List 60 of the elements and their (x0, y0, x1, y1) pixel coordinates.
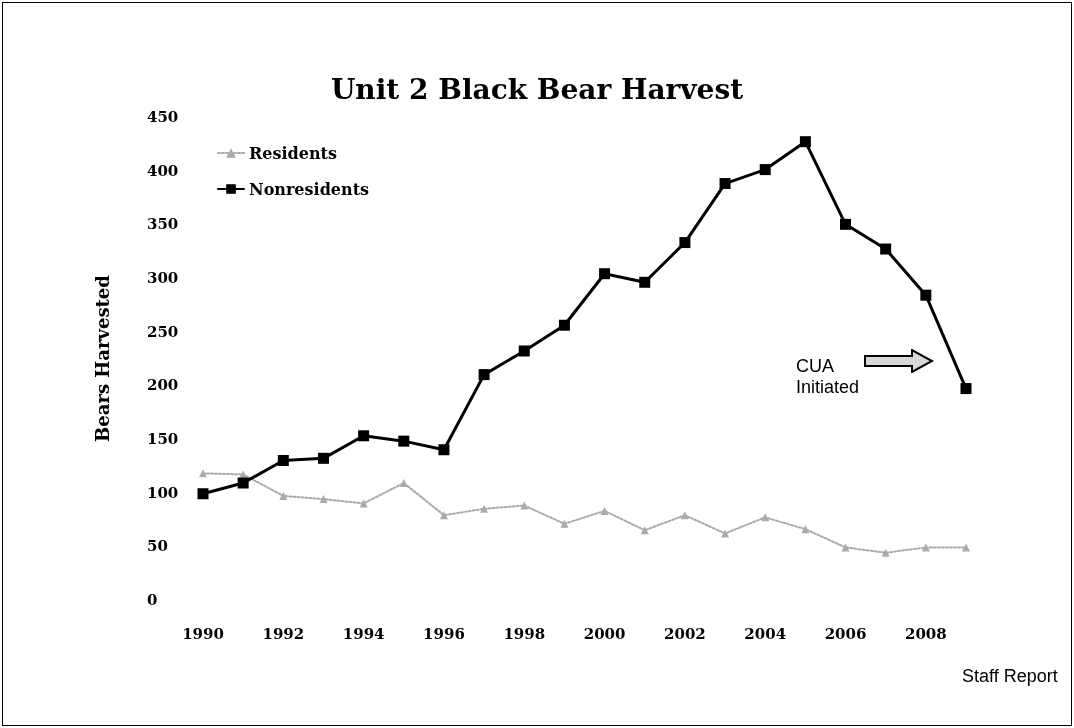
point (319, 495, 328, 504)
x-tick-label: 2000 (583, 624, 626, 643)
y-tick-label: 50 (147, 537, 168, 556)
y-tick-label: 350 (147, 215, 179, 234)
point (520, 501, 529, 510)
x-tick-label: 1998 (503, 624, 546, 643)
point (960, 383, 972, 395)
point (358, 430, 370, 442)
point (600, 506, 609, 515)
x-tick-label: 2004 (744, 624, 787, 643)
x-tick-label: 1996 (423, 624, 465, 643)
chart-title: Unit 2 Black Bear Harvest (330, 72, 744, 106)
legend-label: Nonresidents (249, 179, 370, 199)
point (841, 543, 850, 552)
point (237, 477, 249, 489)
point (279, 491, 288, 500)
point (480, 504, 489, 513)
point (398, 435, 410, 447)
point (317, 452, 329, 464)
point (719, 178, 731, 190)
point (438, 444, 450, 456)
point (880, 243, 892, 255)
point (197, 488, 209, 500)
point (199, 469, 207, 478)
y-tick-label: 200 (147, 376, 179, 395)
x-tick-label: 2006 (824, 624, 867, 643)
point (558, 319, 570, 331)
point (799, 136, 811, 148)
x-tick-label: 1990 (182, 624, 224, 643)
point (759, 164, 771, 176)
point (478, 369, 490, 381)
legend-label: Residents (249, 143, 337, 163)
y-tick-label: 150 (147, 430, 179, 448)
point (920, 289, 932, 301)
point (680, 511, 689, 520)
point (560, 519, 569, 528)
x-tick-label: 2002 (664, 624, 706, 643)
y-tick-label: 400 (147, 161, 179, 180)
point (962, 543, 970, 552)
point (881, 548, 890, 557)
y-axis-title: Bears Harvested (91, 274, 113, 442)
point (439, 511, 448, 520)
y-tick-label: 450 (147, 108, 179, 126)
y-tick-label: 0 (147, 591, 158, 609)
annotation: CUA Initiated (796, 356, 861, 398)
text: Staff Report (962, 666, 1059, 687)
point (599, 268, 611, 280)
point (679, 237, 691, 249)
y-tick-label: 300 (147, 269, 179, 287)
point (399, 479, 408, 488)
x-tick-label: 1992 (262, 624, 305, 643)
point (518, 345, 530, 357)
y-tick-label: 100 (147, 483, 179, 502)
point (639, 276, 651, 288)
x-tick-label: 1994 (342, 624, 385, 643)
x-tick-label: 2008 (904, 624, 947, 643)
y-tick-label: 250 (147, 322, 179, 341)
point (801, 525, 810, 534)
point (277, 454, 289, 466)
point (840, 218, 852, 230)
